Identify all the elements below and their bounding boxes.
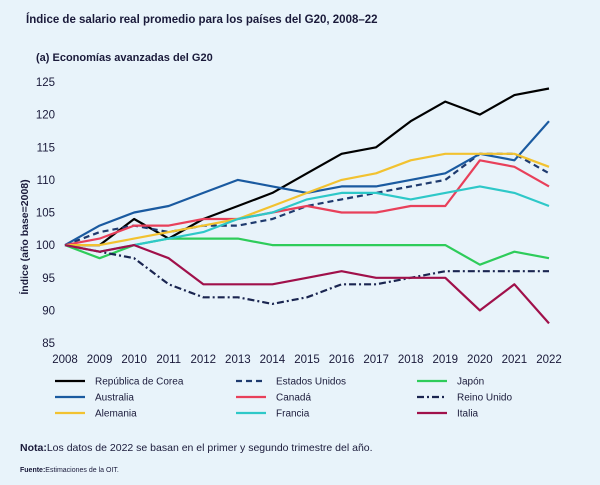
chart-subtitle: (a) Economías avanzadas del G20 <box>36 52 213 64</box>
legend-label: Alemania <box>95 409 137 420</box>
line-chart: Índice (año base=2008) 85 90 95 100 105 110 11… <box>18 77 562 420</box>
series-line <box>64 159 550 247</box>
series-line <box>64 237 550 266</box>
x-tick-label: 2022 <box>536 354 562 366</box>
series-line <box>65 152 550 247</box>
x-ticks: 2008 2009 2010 2011 2012 2013 2014 2015 2016 2017… <box>52 354 562 366</box>
legend-label: Estados Unidos <box>276 377 346 388</box>
series-line <box>64 185 550 253</box>
x-tick-label: 2017 <box>363 354 389 366</box>
legend-label: Francia <box>276 409 310 420</box>
y-tick-label: 120 <box>36 110 55 122</box>
legend-label: Canadá <box>276 393 311 404</box>
x-tick-label: 2014 <box>260 354 286 366</box>
series-line <box>64 152 550 247</box>
x-tick-label: 2009 <box>87 354 113 366</box>
x-tick-label: 2008 <box>52 354 78 366</box>
y-ticks: 85 90 95 100 105 110 115 120 125 <box>36 77 55 350</box>
series-line <box>64 244 549 305</box>
legend: República de Corea Estados Unidos Japón Aus… <box>55 377 512 420</box>
y-tick-label: 95 <box>42 273 55 285</box>
source: Fuente:Estimaciones de la OIT. <box>20 467 119 474</box>
legend-label: Reino Unido <box>457 393 512 404</box>
note-label: Nota: <box>20 442 47 454</box>
y-tick-label: 90 <box>42 305 55 317</box>
x-tick-label: 2012 <box>190 354 216 366</box>
legend-label: Australia <box>95 393 134 404</box>
series-lines <box>64 87 550 325</box>
legend-label: República de Corea <box>95 377 184 388</box>
y-axis-label: Índice (año base=2008) <box>18 179 31 294</box>
x-tick-label: 2013 <box>225 354 251 366</box>
y-tick-label: 105 <box>36 208 55 220</box>
x-tick-label: 2011 <box>156 354 181 366</box>
legend-label: Italia <box>457 409 479 420</box>
note-text: Los datos de 2022 se basan en el primer … <box>46 442 373 454</box>
y-tick-label: 85 <box>42 338 55 350</box>
y-tick-label: 110 <box>37 175 55 187</box>
y-tick-label: 100 <box>36 240 55 252</box>
figure-title: Índice de salario real promedio para los… <box>26 14 378 26</box>
x-tick-label: 2019 <box>432 354 458 366</box>
source-label: Fuente: <box>20 467 46 474</box>
x-tick-label: 2010 <box>121 354 147 366</box>
x-tick-label: 2018 <box>398 354 424 366</box>
y-tick-label: 115 <box>37 142 55 154</box>
series-line <box>64 244 550 325</box>
series-line <box>65 87 550 247</box>
x-tick-label: 2015 <box>294 354 320 366</box>
y-tick-label: 125 <box>36 77 55 89</box>
note: Nota:Los datos de 2022 se basan en el pr… <box>20 442 373 454</box>
source-text: Estimaciones de la OIT. <box>45 467 119 474</box>
x-tick-label: 2021 <box>502 354 528 366</box>
x-tick-label: 2016 <box>329 354 355 366</box>
legend-label: Japón <box>457 377 484 388</box>
x-tick-label: 2020 <box>467 354 493 366</box>
